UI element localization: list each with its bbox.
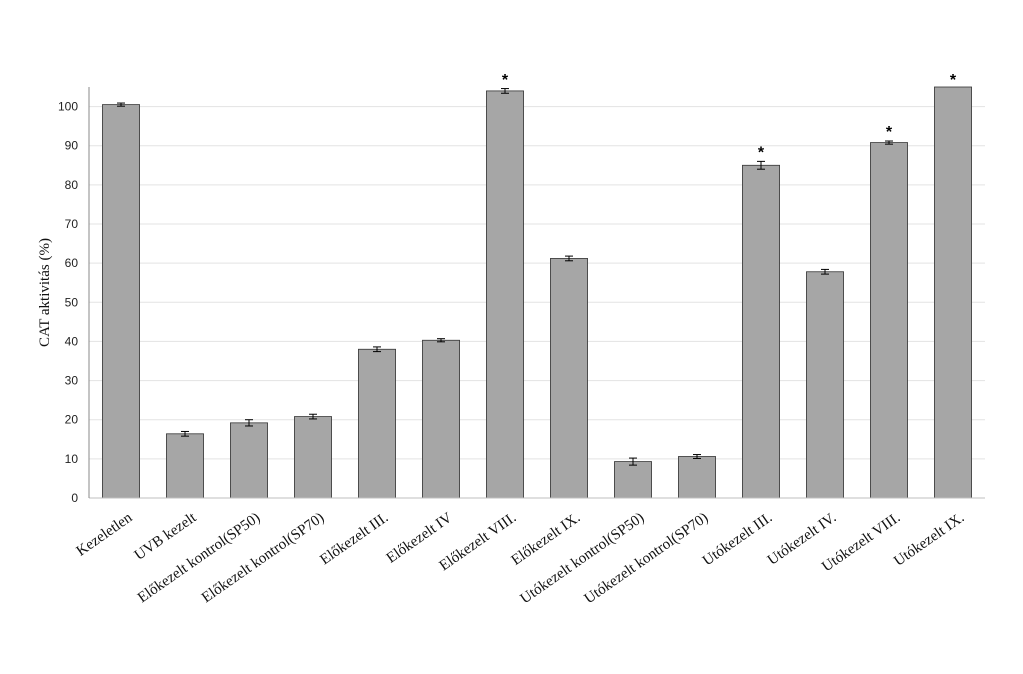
bar	[742, 164, 780, 499]
bar	[870, 142, 908, 499]
category-label: Utókezelt kontrol(SP70)	[582, 510, 712, 607]
significance-star: *	[950, 72, 957, 89]
category-label: Előkezelt kontrol(SP50)	[135, 510, 263, 607]
significance-star: *	[886, 124, 893, 141]
y-axis-title: CAT aktivitás (%)	[37, 238, 53, 347]
category-label: Utókezelt IX.	[891, 510, 967, 570]
bar	[166, 433, 204, 499]
bar	[934, 86, 972, 499]
bars	[102, 86, 972, 499]
category-label: Előkezelt III.	[317, 510, 391, 568]
y-tick-label: 0	[71, 491, 78, 505]
y-tick-label: 100	[58, 100, 78, 114]
bar	[358, 348, 396, 499]
bar	[294, 416, 332, 499]
y-tick-labels: 0 10 20 30 40 50 60 70 80 90 100	[58, 100, 78, 505]
y-tick-label: 50	[65, 295, 79, 309]
category-label: Kezeletlen	[74, 509, 136, 559]
bar	[486, 90, 524, 499]
bar	[678, 456, 716, 499]
y-tick-label: 80	[65, 178, 79, 192]
y-tick-label: 60	[65, 256, 79, 270]
significance-star: *	[502, 72, 509, 89]
bar	[230, 422, 268, 499]
y-tick-label: 30	[65, 374, 79, 388]
bar	[422, 339, 460, 499]
bar	[102, 104, 140, 499]
y-tick-label: 90	[65, 139, 79, 153]
bar	[614, 461, 652, 499]
y-tick-label: 10	[65, 452, 79, 466]
category-label: Előkezelt kontrol(SP70)	[199, 510, 327, 607]
error-bars	[117, 88, 893, 466]
gridlines	[89, 106, 985, 460]
bar	[806, 271, 844, 499]
y-tick-label: 20	[65, 413, 79, 427]
bar	[550, 258, 588, 499]
y-tick-label: 40	[65, 334, 79, 348]
category-label: Utókezelt III.	[700, 510, 775, 569]
significance-star: *	[758, 144, 765, 161]
significance-marks: * * * *	[502, 72, 957, 161]
y-tick-label: 70	[65, 217, 79, 231]
